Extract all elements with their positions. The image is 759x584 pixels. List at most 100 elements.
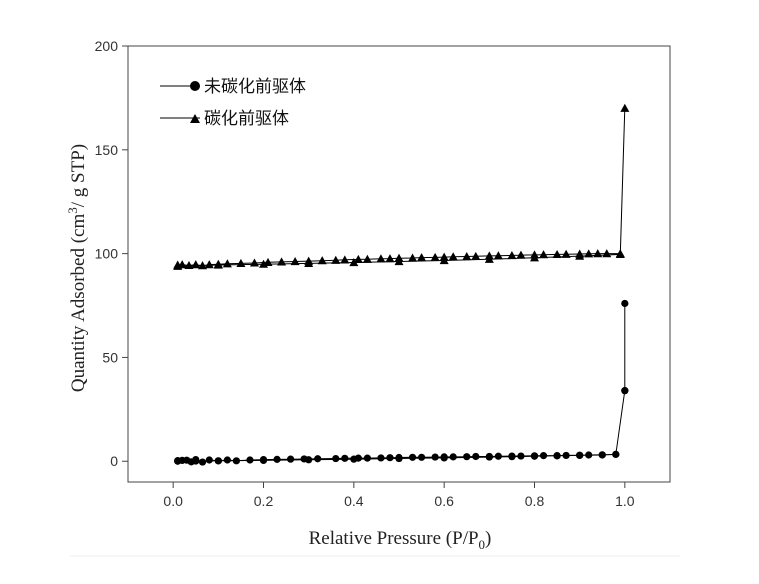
data-point-circle	[417, 453, 426, 461]
legend-label-2: 碳化前驱体	[204, 109, 289, 129]
data-point-circle	[259, 456, 268, 465]
data-point-triangle	[198, 261, 208, 270]
data-point-circle	[472, 452, 480, 461]
data-point-triangle	[353, 254, 363, 264]
data-point-triangle	[448, 252, 458, 261]
data-point-triangle	[539, 250, 549, 259]
data-point-circle	[517, 452, 525, 460]
data-point-triangle	[602, 249, 612, 258]
data-point-triangle	[530, 253, 539, 262]
data-point-triangle	[249, 258, 259, 267]
data-point-circle	[508, 453, 516, 461]
data-point-circle	[205, 456, 213, 464]
data-point-triangle	[204, 260, 214, 269]
data-point-circle	[287, 455, 295, 463]
data-point-triangle	[191, 260, 201, 269]
data-point-triangle	[385, 254, 395, 263]
data-point-circle	[192, 457, 200, 465]
x-tick-label: 0.6	[434, 493, 454, 509]
data-point-circle	[598, 451, 606, 459]
data-point-circle	[232, 457, 240, 465]
legend: 未碳化前驱体 碳化前驱体	[160, 77, 306, 129]
data-point-circle	[332, 454, 340, 463]
data-point-triangle	[317, 256, 327, 265]
data-point-triangle	[439, 255, 449, 265]
data-point-triangle	[507, 250, 517, 260]
data-point-circle	[494, 452, 502, 460]
data-point-circle	[621, 299, 629, 308]
data-point-triangle	[236, 258, 246, 267]
data-point-circle	[621, 387, 629, 395]
data-point-circle	[408, 453, 417, 461]
data-point-circle	[350, 455, 358, 463]
y-tick-label: 150	[95, 142, 119, 158]
data-point-triangle	[593, 249, 603, 258]
plot-frame	[127, 45, 671, 483]
data-point-circle	[485, 453, 493, 461]
data-point-triangle	[620, 103, 630, 112]
data-point-triangle	[493, 251, 503, 260]
data-point-circle	[214, 457, 222, 465]
data-point-triangle	[277, 257, 287, 266]
x-axis: 0.0 0.2 0.4 0.6 0.8 1.0	[163, 482, 635, 509]
y-tick-label: 100	[95, 246, 119, 262]
data-point-circle	[463, 453, 471, 461]
data-point-circle	[539, 452, 548, 460]
data-point-circle	[273, 455, 281, 463]
data-point-circle	[612, 450, 620, 458]
data-point-circle	[440, 454, 448, 462]
data-point-triangle	[516, 250, 526, 259]
data-point-triangle	[584, 249, 594, 258]
data-point-circle	[395, 454, 403, 463]
data-point-triangle	[484, 254, 494, 263]
data-point-triangle	[417, 253, 427, 262]
data-point-triangle	[430, 252, 440, 261]
legend-marker-triangle	[190, 114, 200, 123]
data-point-circle	[553, 452, 561, 460]
data-point-triangle	[222, 259, 232, 268]
data-point-triangle	[471, 251, 481, 260]
x-tick-label: 0.0	[163, 493, 183, 509]
x-tick-label: 0.2	[254, 493, 274, 509]
y-axis: 0 50 100 150 200	[95, 38, 128, 469]
data-point-triangle	[173, 261, 183, 270]
data-point-circle	[223, 456, 231, 464]
y-tick-label: 0	[110, 453, 118, 469]
data-point-triangle	[349, 258, 359, 267]
x-axis-title: Relative Pressure (P/P0)	[309, 528, 492, 552]
data-point-circle	[431, 453, 439, 461]
x-tick-label: 0.8	[525, 493, 545, 509]
data-point-triangle	[394, 257, 404, 266]
data-point-circle	[246, 456, 254, 464]
legend-label-1: 未碳化前驱体	[204, 77, 306, 97]
data-point-triangle	[362, 254, 372, 263]
data-point-circle	[576, 451, 584, 460]
y-axis-title: Quantity Adsorbed (cm3/ g STP)	[65, 144, 89, 392]
y-tick-label: 50	[102, 349, 118, 365]
data-point-circle	[363, 454, 371, 462]
data-point-circle	[174, 457, 182, 465]
data-point-circle	[314, 455, 322, 463]
series-line-1	[177, 303, 626, 463]
data-point-triangle	[408, 253, 418, 262]
data-point-circle	[562, 451, 570, 460]
data-point-triangle	[462, 252, 472, 261]
data-point-triangle	[552, 249, 562, 259]
y-tick-label: 200	[95, 38, 119, 54]
legend-marker-circle	[190, 81, 200, 91]
data-point-triangle	[213, 260, 223, 269]
x-tick-label: 1.0	[615, 493, 635, 509]
data-point-triangle	[575, 251, 585, 260]
data-point-circle	[530, 452, 539, 460]
data-point-circle	[198, 458, 207, 466]
data-point-triangle	[331, 255, 341, 264]
data-series	[173, 103, 630, 466]
data-point-triangle	[376, 254, 386, 263]
data-point-circle	[305, 456, 313, 464]
data-point-triangle	[184, 260, 194, 270]
data-point-triangle	[340, 255, 350, 264]
data-point-triangle	[615, 249, 625, 259]
data-point-circle	[449, 453, 457, 461]
data-point-triangle	[259, 259, 268, 268]
